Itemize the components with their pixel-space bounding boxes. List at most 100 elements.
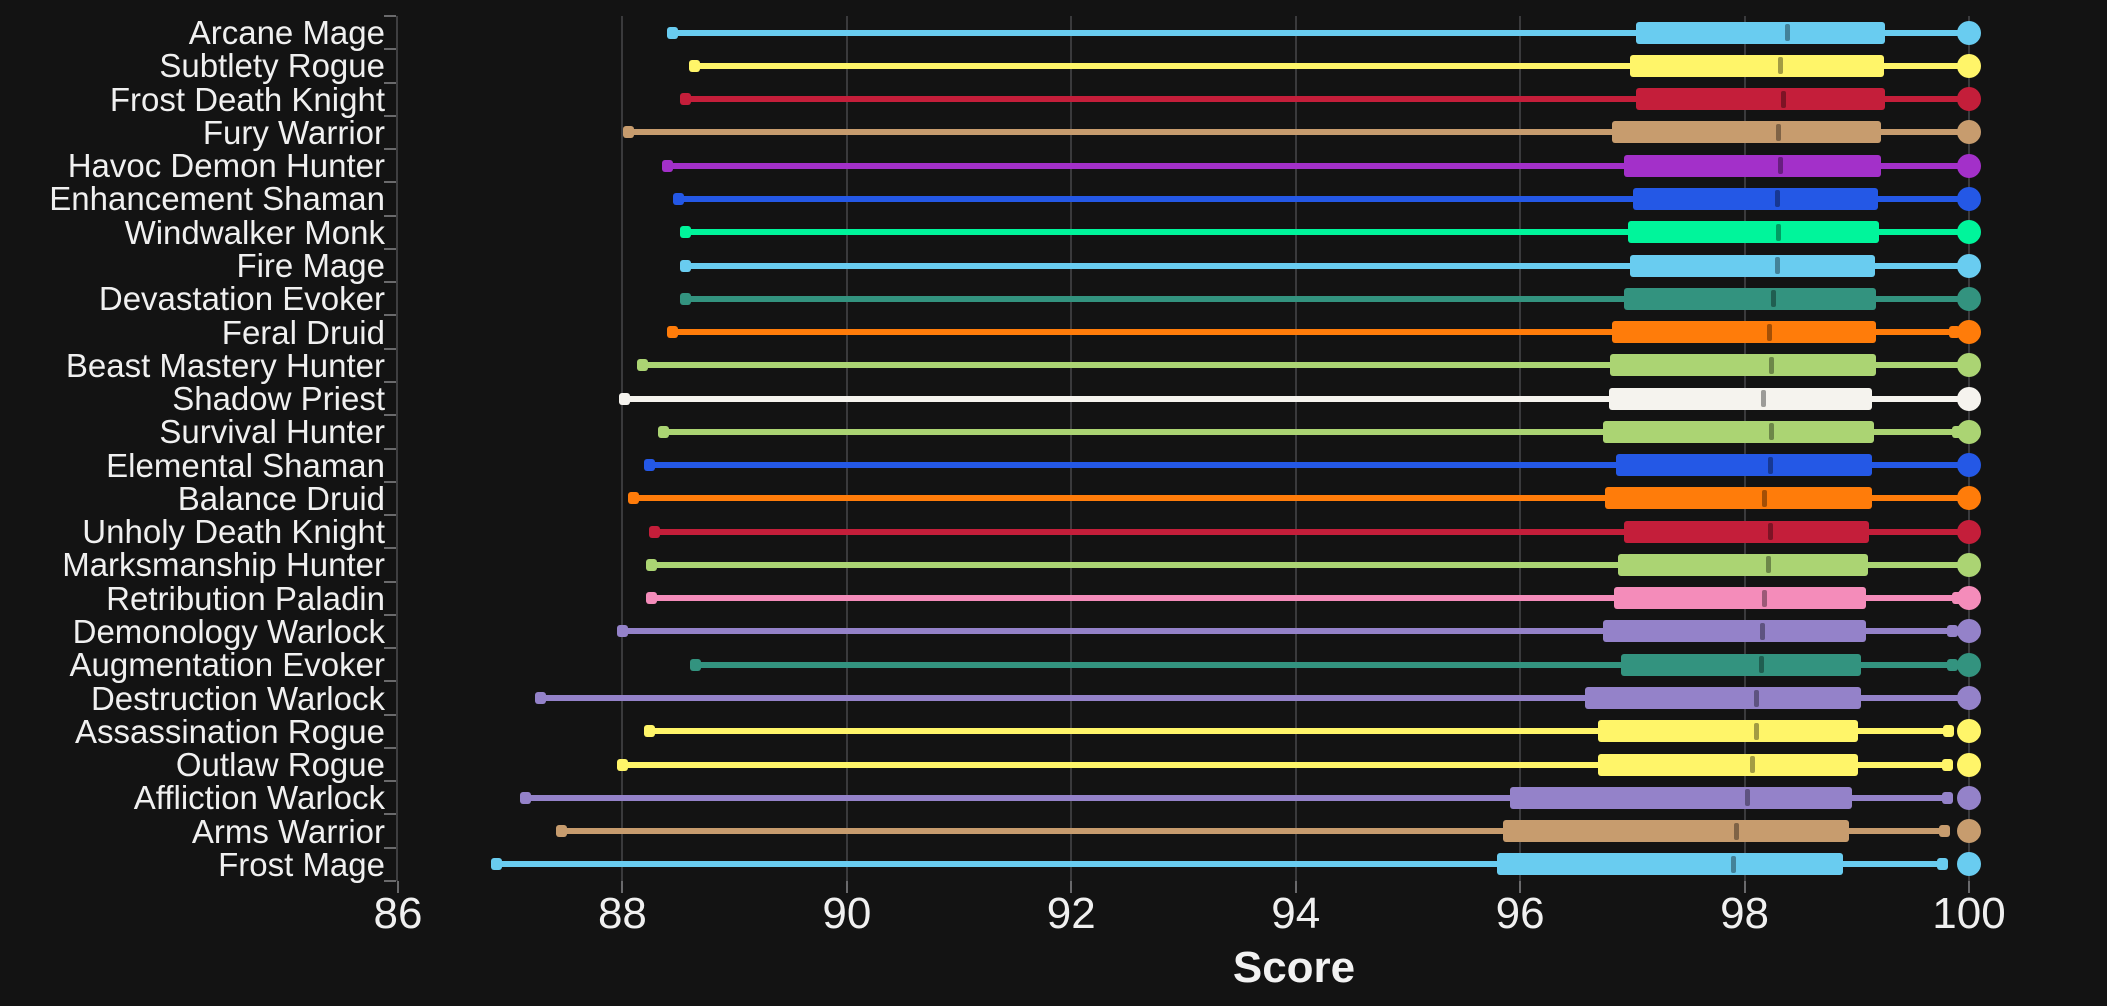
max-dot[interactable] xyxy=(1956,752,1981,777)
whisker-line[interactable] xyxy=(672,329,1955,336)
iqr-box[interactable] xyxy=(1615,454,1873,477)
whisker-cap-min[interactable] xyxy=(628,492,640,505)
whisker-cap-min[interactable] xyxy=(679,226,691,239)
whisker-cap-min[interactable] xyxy=(661,159,673,172)
whisker-line[interactable] xyxy=(649,728,1949,735)
whisker-cap-min[interactable] xyxy=(616,758,628,771)
max-dot[interactable] xyxy=(1956,386,1981,411)
median-tick[interactable] xyxy=(1766,323,1772,341)
whisker-cap-min[interactable] xyxy=(679,93,691,106)
max-dot[interactable] xyxy=(1956,619,1981,644)
iqr-box[interactable] xyxy=(1627,221,1880,244)
max-dot[interactable] xyxy=(1956,53,1981,78)
whisker-line[interactable] xyxy=(622,761,1948,768)
whisker-line[interactable] xyxy=(685,262,1969,269)
whisker-cap-max[interactable] xyxy=(1942,791,1954,804)
whisker-line[interactable] xyxy=(633,495,1969,502)
whisker-line[interactable] xyxy=(672,29,1969,36)
median-tick[interactable] xyxy=(1754,722,1760,740)
whisker-cap-min[interactable] xyxy=(646,592,658,605)
max-dot[interactable] xyxy=(1956,186,1981,211)
iqr-box[interactable] xyxy=(1635,88,1885,111)
whisker-cap-max[interactable] xyxy=(1946,658,1958,671)
iqr-box[interactable] xyxy=(1635,21,1885,44)
max-dot[interactable] xyxy=(1956,253,1981,278)
max-dot[interactable] xyxy=(1956,519,1981,544)
whisker-cap-min[interactable] xyxy=(689,658,701,671)
median-tick[interactable] xyxy=(1761,390,1767,408)
median-tick[interactable] xyxy=(1734,822,1740,840)
max-dot[interactable] xyxy=(1956,486,1981,511)
max-dot[interactable] xyxy=(1956,552,1981,577)
max-dot[interactable] xyxy=(1956,785,1981,810)
whisker-line[interactable] xyxy=(561,828,1945,835)
median-tick[interactable] xyxy=(1767,523,1773,541)
iqr-box[interactable] xyxy=(1605,487,1873,510)
whisker-line[interactable] xyxy=(667,162,1969,169)
max-dot[interactable] xyxy=(1956,586,1981,611)
iqr-box[interactable] xyxy=(1609,354,1876,377)
median-tick[interactable] xyxy=(1768,423,1774,441)
max-dot[interactable] xyxy=(1956,353,1981,378)
whisker-cap-min[interactable] xyxy=(673,192,685,205)
median-tick[interactable] xyxy=(1775,123,1781,141)
max-dot[interactable] xyxy=(1956,419,1981,444)
whisker-cap-min[interactable] xyxy=(679,292,691,305)
whisker-cap-max[interactable] xyxy=(1946,625,1958,638)
whisker-cap-min[interactable] xyxy=(616,625,628,638)
whisker-cap-min[interactable] xyxy=(491,858,503,871)
whisker-cap-min[interactable] xyxy=(649,525,661,538)
whisker-line[interactable] xyxy=(540,695,1969,702)
whisker-cap-max[interactable] xyxy=(1936,858,1948,871)
median-tick[interactable] xyxy=(1784,24,1790,42)
iqr-box[interactable] xyxy=(1612,121,1882,144)
median-tick[interactable] xyxy=(1768,356,1774,374)
iqr-box[interactable] xyxy=(1624,520,1870,543)
median-tick[interactable] xyxy=(1758,656,1764,674)
median-tick[interactable] xyxy=(1774,190,1780,208)
max-dot[interactable] xyxy=(1956,819,1981,844)
median-tick[interactable] xyxy=(1730,855,1736,873)
whisker-cap-min[interactable] xyxy=(622,126,634,139)
median-tick[interactable] xyxy=(1760,622,1766,640)
whisker-line[interactable] xyxy=(622,628,1953,635)
median-tick[interactable] xyxy=(1767,456,1773,474)
max-dot[interactable] xyxy=(1956,220,1981,245)
iqr-box[interactable] xyxy=(1585,687,1862,710)
whisker-line[interactable] xyxy=(649,462,1969,469)
iqr-box[interactable] xyxy=(1617,553,1868,576)
whisker-cap-min[interactable] xyxy=(679,259,691,272)
max-dot[interactable] xyxy=(1956,652,1981,677)
whisker-line[interactable] xyxy=(685,295,1969,302)
median-tick[interactable] xyxy=(1775,223,1781,241)
iqr-box[interactable] xyxy=(1630,54,1884,77)
whisker-cap-min[interactable] xyxy=(520,791,532,804)
whisker-cap-min[interactable] xyxy=(646,558,658,571)
whisker-line[interactable] xyxy=(651,561,1969,568)
whisker-cap-min[interactable] xyxy=(556,825,568,838)
whisker-cap-min[interactable] xyxy=(667,326,679,339)
max-dot[interactable] xyxy=(1956,320,1981,345)
whisker-cap-max[interactable] xyxy=(1948,326,1960,339)
whisker-cap-min[interactable] xyxy=(688,59,700,72)
median-tick[interactable] xyxy=(1777,57,1783,75)
max-dot[interactable] xyxy=(1956,153,1981,178)
whisker-cap-min[interactable] xyxy=(643,725,655,738)
whisker-cap-min[interactable] xyxy=(619,392,631,405)
whisker-line[interactable] xyxy=(628,129,1969,136)
iqr-box[interactable] xyxy=(1496,853,1844,876)
whisker-cap-max[interactable] xyxy=(1943,725,1955,738)
whisker-line[interactable] xyxy=(694,62,1969,69)
whisker-cap-min[interactable] xyxy=(658,425,670,438)
median-tick[interactable] xyxy=(1745,789,1751,807)
iqr-box[interactable] xyxy=(1503,820,1849,843)
median-tick[interactable] xyxy=(1754,689,1760,707)
median-tick[interactable] xyxy=(1781,90,1787,108)
iqr-box[interactable] xyxy=(1624,154,1882,177)
iqr-box[interactable] xyxy=(1621,653,1862,676)
whisker-line[interactable] xyxy=(663,428,1958,435)
whisker-line[interactable] xyxy=(642,362,1969,369)
max-dot[interactable] xyxy=(1956,87,1981,112)
iqr-box[interactable] xyxy=(1630,254,1875,277)
whisker-cap-min[interactable] xyxy=(535,692,546,705)
